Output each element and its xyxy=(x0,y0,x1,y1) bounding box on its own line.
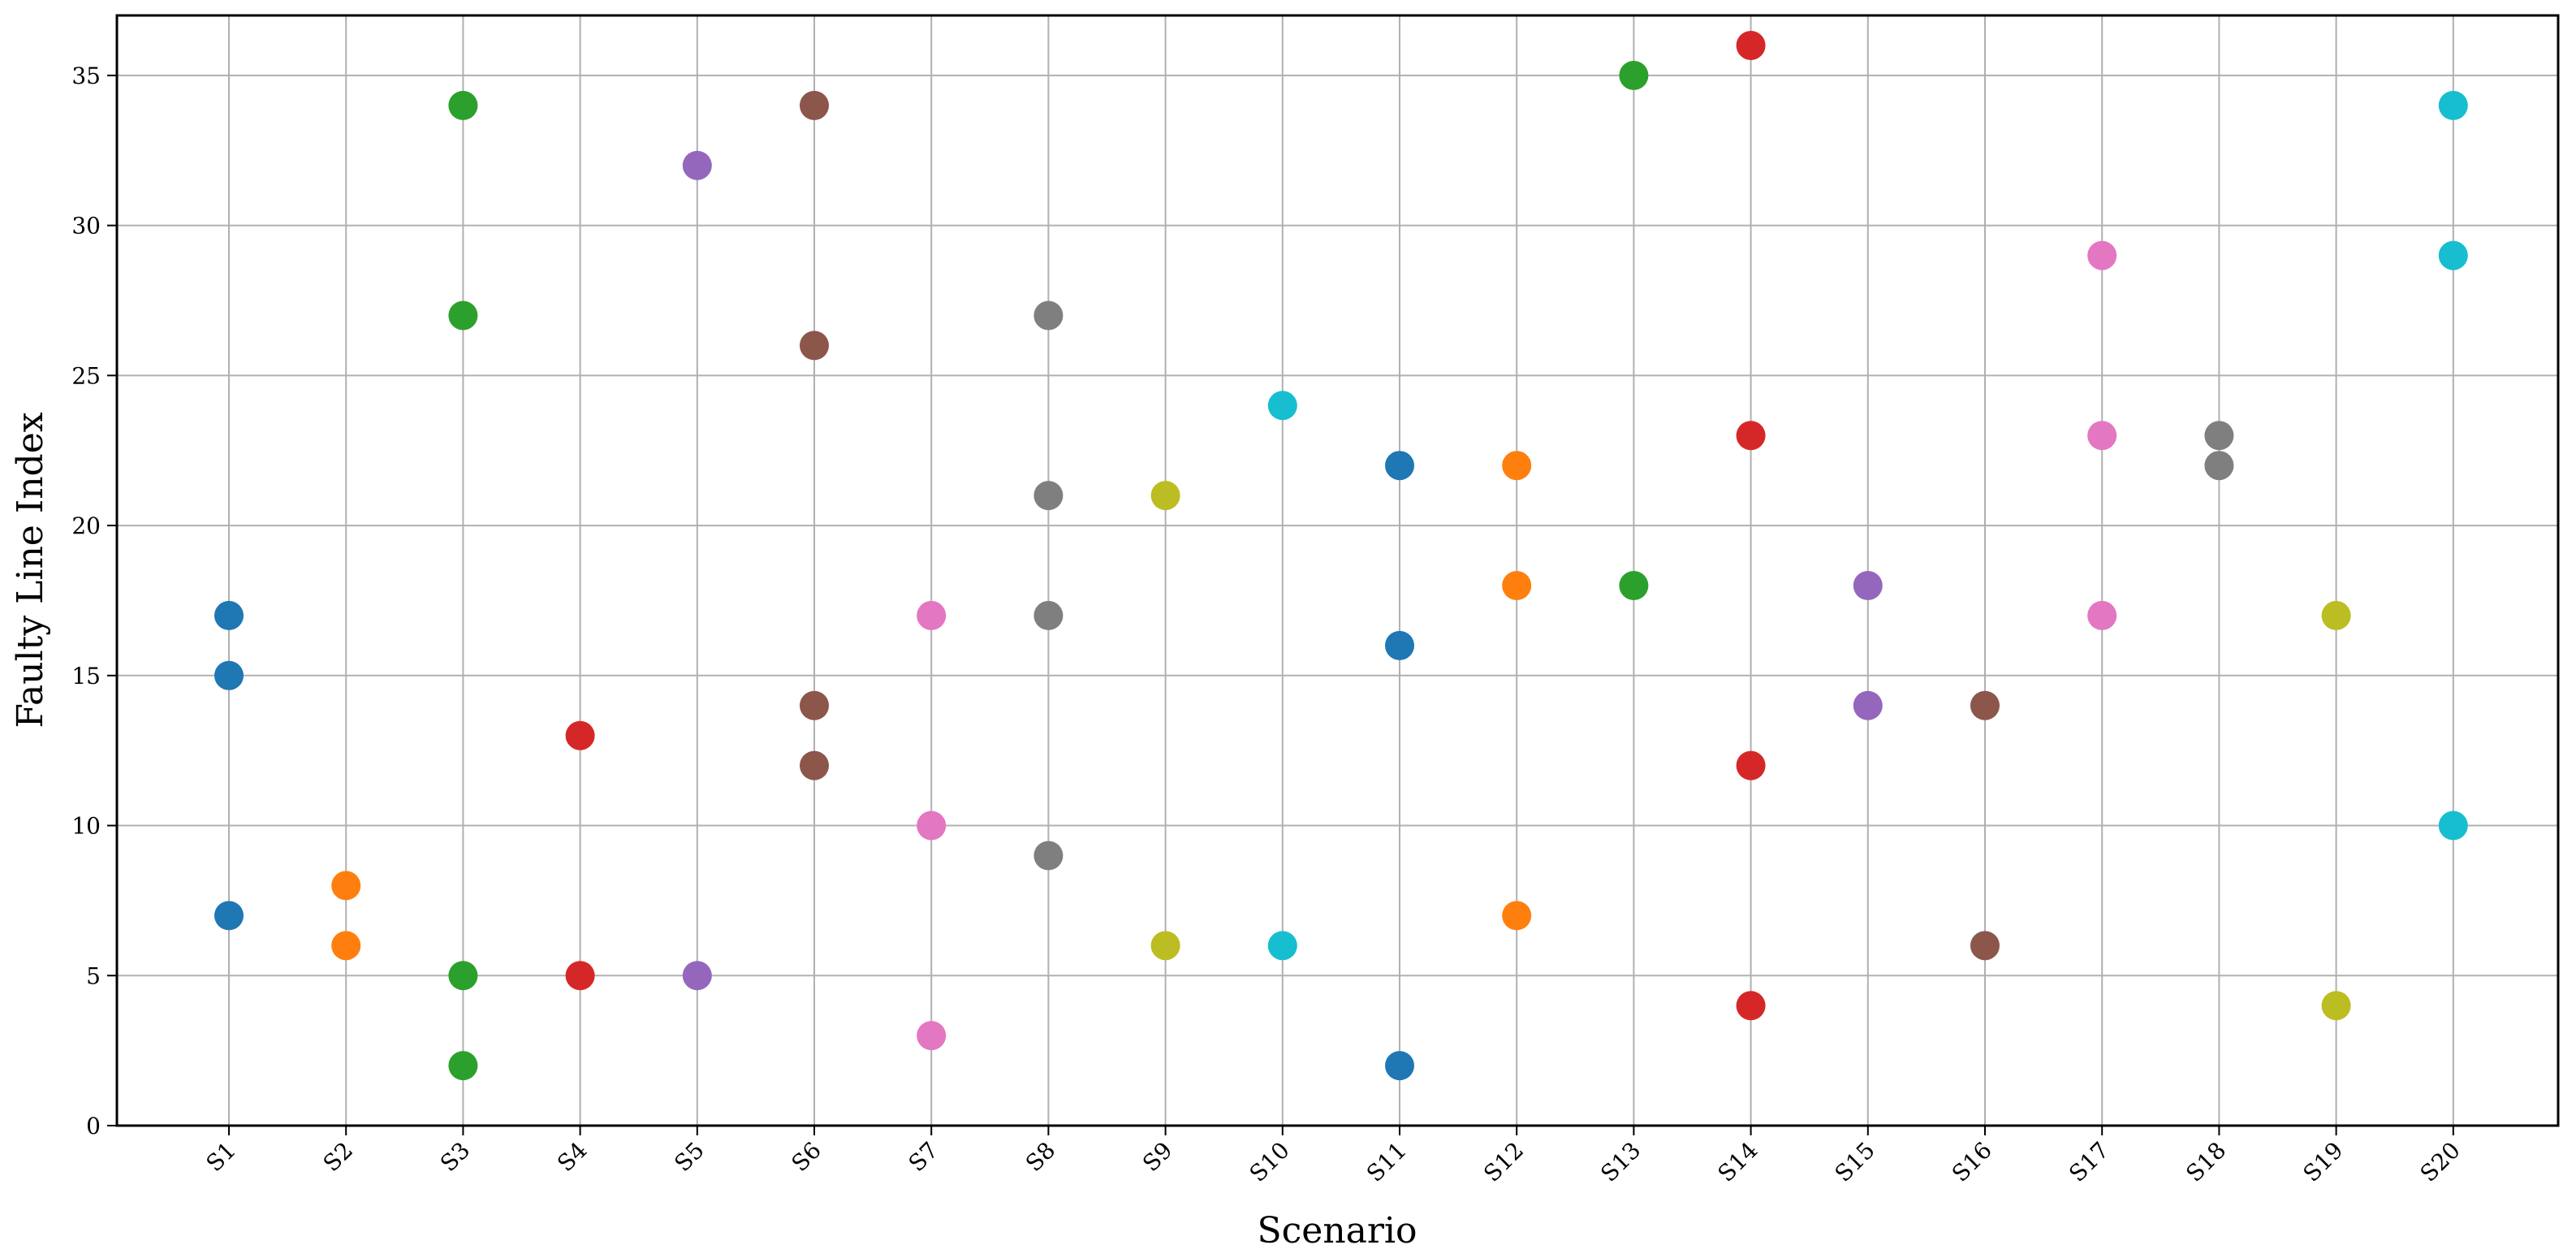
data-point-s11 xyxy=(1385,451,1414,481)
data-point-s7 xyxy=(917,600,947,630)
x-tick-label: S10 xyxy=(1245,1137,1295,1187)
data-point-s18 xyxy=(2204,451,2234,481)
data-point-s1 xyxy=(214,600,244,630)
data-point-s17 xyxy=(2087,600,2117,630)
y-tick-label: 10 xyxy=(71,813,101,840)
data-point-s14 xyxy=(1736,991,1766,1021)
data-point-s8 xyxy=(1033,841,1064,871)
y-tick-label: 35 xyxy=(71,63,101,89)
x-tick-label: S9 xyxy=(1137,1137,1177,1177)
x-tick-label: S11 xyxy=(1361,1137,1412,1187)
data-point-s6 xyxy=(800,331,829,361)
data-point-s19 xyxy=(2321,991,2351,1021)
data-point-s6 xyxy=(800,750,829,780)
data-point-s17 xyxy=(2087,240,2117,270)
y-axis-label: Faulty Line Index xyxy=(10,412,51,728)
data-point-s20 xyxy=(2438,240,2468,270)
data-point-s12 xyxy=(1502,451,1532,481)
data-point-s7 xyxy=(917,811,947,841)
data-point-s3 xyxy=(448,300,478,331)
y-tick-label: 20 xyxy=(71,512,101,539)
x-axis-ticks: S1 S2 S3 S4 S5 S6 S7 S8 S9 S10 S11 S12 S13 S14 S15 S16 S… xyxy=(201,1126,2466,1187)
data-point-s14 xyxy=(1736,750,1766,780)
data-point-s15 xyxy=(1853,570,1883,600)
data-point-s2 xyxy=(331,871,361,901)
data-point-s5 xyxy=(682,961,712,991)
data-point-s20 xyxy=(2438,90,2468,120)
data-point-s8 xyxy=(1033,481,1064,511)
data-point-s6 xyxy=(800,90,829,120)
y-axis-ticks: 0 5 10 15 20 25 30 35 xyxy=(71,63,117,1139)
data-point-s3 xyxy=(448,1051,478,1081)
x-tick-label: S4 xyxy=(552,1137,592,1177)
data-point-s20 xyxy=(2438,811,2468,841)
data-point-s3 xyxy=(448,90,478,120)
x-tick-label: S15 xyxy=(1830,1137,1880,1187)
data-point-s14 xyxy=(1736,421,1766,451)
data-point-s8 xyxy=(1033,300,1064,331)
x-tick-label: S18 xyxy=(2181,1137,2231,1187)
data-point-s11 xyxy=(1385,630,1414,660)
data-point-s10 xyxy=(1267,931,1297,961)
y-tick-label: 0 xyxy=(86,1113,101,1139)
data-point-s6 xyxy=(800,690,829,720)
x-tick-label: S2 xyxy=(318,1137,358,1177)
y-tick-label: 15 xyxy=(71,663,101,690)
x-tick-label: S16 xyxy=(1947,1137,1997,1187)
data-point-s2 xyxy=(331,931,361,961)
data-point-s14 xyxy=(1736,30,1766,60)
x-tick-label: S1 xyxy=(201,1137,240,1177)
grid-lines xyxy=(117,15,2558,1126)
x-axis-label: Scenario xyxy=(1258,1210,1417,1252)
data-point-s1 xyxy=(214,901,244,931)
x-tick-label: S12 xyxy=(1478,1137,1529,1187)
x-tick-label: S13 xyxy=(1595,1137,1646,1187)
data-point-s11 xyxy=(1385,1051,1414,1081)
data-point-s12 xyxy=(1502,570,1532,600)
y-tick-label: 30 xyxy=(71,213,101,240)
data-point-s8 xyxy=(1033,600,1064,630)
y-tick-label: 5 xyxy=(86,962,101,989)
data-point-s3 xyxy=(448,961,478,991)
x-tick-label: S7 xyxy=(904,1137,943,1177)
data-point-s17 xyxy=(2087,421,2117,451)
data-point-s12 xyxy=(1502,901,1532,931)
x-tick-label: S6 xyxy=(786,1137,826,1177)
data-point-s9 xyxy=(1150,931,1180,961)
data-point-s16 xyxy=(1970,931,2000,961)
plot-frame xyxy=(115,14,2560,1127)
data-point-s13 xyxy=(1619,570,1649,600)
x-tick-label: S5 xyxy=(669,1137,709,1177)
x-tick-label: S3 xyxy=(435,1137,475,1177)
x-tick-label: S14 xyxy=(1712,1137,1763,1187)
data-point-s5 xyxy=(682,150,712,180)
x-tick-label: S17 xyxy=(2064,1137,2114,1187)
data-point-s9 xyxy=(1150,481,1180,511)
x-tick-label: S19 xyxy=(2298,1137,2348,1187)
data-point-s19 xyxy=(2321,600,2351,630)
data-point-s1 xyxy=(214,660,244,690)
data-point-s16 xyxy=(1970,690,2000,720)
data-point-s4 xyxy=(565,961,595,991)
data-point-s4 xyxy=(565,720,595,750)
x-tick-label: S8 xyxy=(1020,1137,1060,1177)
data-point-s7 xyxy=(917,1021,947,1051)
data-point-s15 xyxy=(1853,690,1883,720)
data-point-s13 xyxy=(1619,60,1649,90)
data-point-s18 xyxy=(2204,421,2234,451)
data-point-s10 xyxy=(1267,391,1297,421)
y-tick-label: 25 xyxy=(71,362,101,389)
x-tick-label: S20 xyxy=(2415,1137,2466,1187)
data-points xyxy=(214,30,2468,1081)
